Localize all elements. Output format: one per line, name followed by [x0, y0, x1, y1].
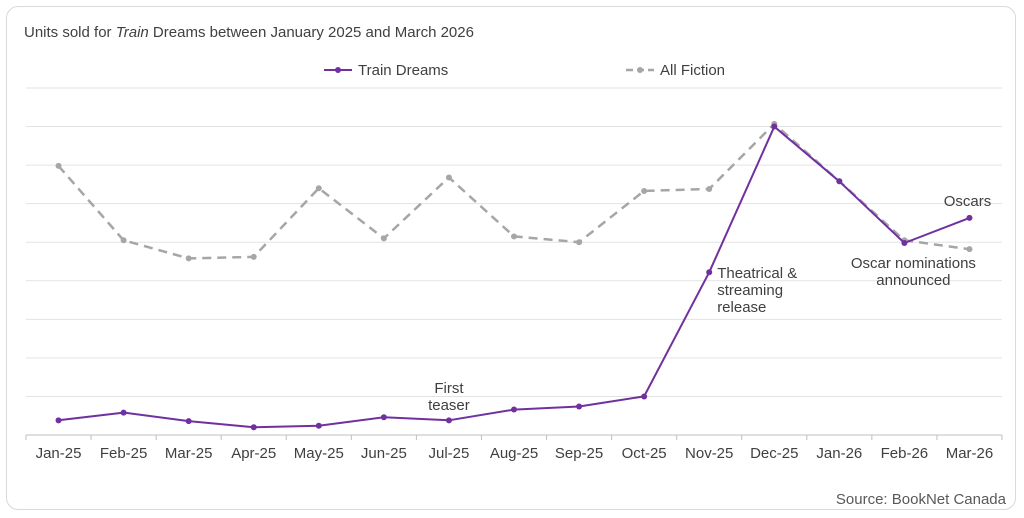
data-point — [706, 269, 713, 276]
data-point — [250, 424, 257, 431]
data-point — [706, 186, 713, 193]
x-tick-label: Jan-25 — [36, 445, 82, 462]
data-point — [185, 255, 192, 262]
x-tick-label: Jul-25 — [429, 445, 470, 462]
source-note: Source: BookNet Canada — [835, 491, 1006, 508]
chart-card — [6, 6, 1016, 510]
annotation-text: Oscars — [944, 193, 992, 210]
annotation-text: Oscar nominations — [851, 255, 976, 272]
data-point — [380, 235, 387, 242]
legend-label: Train Dreams — [358, 62, 448, 79]
x-tick-label: Jan-26 — [816, 445, 862, 462]
series-line — [58, 125, 970, 429]
x-tick-label: Feb-26 — [881, 445, 929, 462]
x-tick-label: Mar-26 — [946, 445, 994, 462]
legend-marker — [335, 67, 341, 73]
annotation-text: First — [434, 380, 464, 397]
data-point — [250, 253, 257, 260]
x-tick-label: Apr-25 — [231, 445, 276, 462]
data-point — [771, 123, 778, 130]
data-point — [315, 185, 322, 192]
data-point — [380, 414, 387, 421]
annotation-text: release — [717, 299, 766, 316]
x-tick-label: Aug-25 — [490, 445, 538, 462]
data-point — [55, 162, 62, 169]
data-point — [445, 417, 452, 424]
data-point — [55, 417, 62, 424]
annotation-text: announced — [876, 272, 950, 289]
data-point — [576, 239, 583, 246]
data-point — [315, 422, 322, 429]
data-point — [966, 246, 973, 253]
data-point — [901, 239, 908, 246]
x-tick-label: Nov-25 — [685, 445, 733, 462]
data-point — [836, 178, 843, 185]
data-point — [120, 409, 127, 416]
legend-marker — [637, 67, 643, 73]
data-point — [445, 174, 452, 181]
data-point — [511, 233, 517, 240]
chart-title: Units sold for Train Dreams between Janu… — [24, 24, 474, 41]
legend-label: All Fiction — [660, 62, 725, 79]
annotation-text: streaming — [717, 282, 783, 299]
annotation-text: teaser — [428, 397, 470, 414]
data-point — [120, 237, 127, 244]
x-tick-label: Oct-25 — [622, 445, 667, 462]
x-tick-label: Mar-25 — [165, 445, 213, 462]
x-tick-label: Sep-25 — [555, 445, 603, 462]
data-point — [641, 393, 648, 400]
data-point — [641, 187, 648, 194]
data-point — [185, 418, 192, 425]
data-point — [966, 214, 973, 221]
x-tick-label: Dec-25 — [750, 445, 798, 462]
data-point — [576, 403, 583, 410]
data-point — [511, 406, 517, 413]
x-tick-label: May-25 — [294, 445, 344, 462]
annotation-text: Theatrical & — [717, 265, 797, 282]
x-tick-label: Feb-25 — [100, 445, 148, 462]
x-tick-label: Jun-25 — [361, 445, 407, 462]
